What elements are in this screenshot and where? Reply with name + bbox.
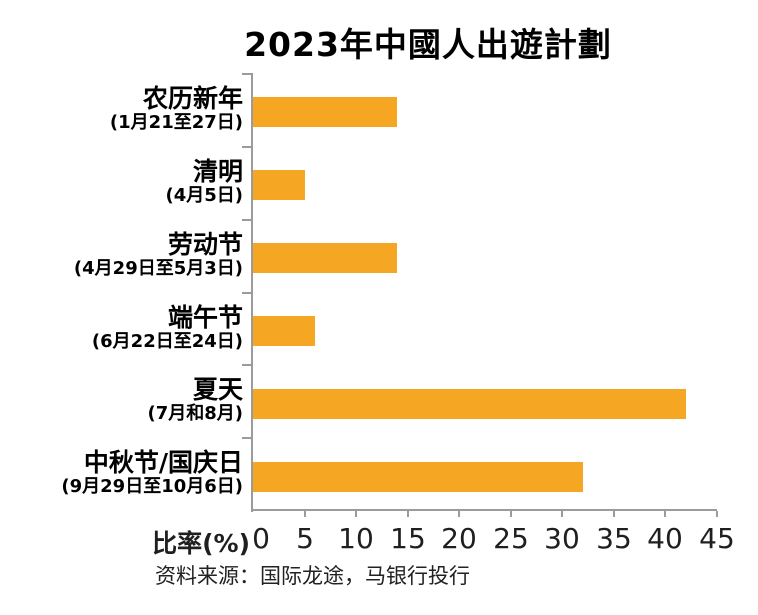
category-label-block: 农历新年 (1月21至27日) (110, 73, 243, 146)
category-sublabel: (1月21至27日) (109, 112, 243, 134)
x-axis-tick (716, 511, 718, 517)
x-axis-tick (407, 511, 409, 517)
bar (253, 243, 397, 273)
category-sublabel: (7月和8月) (147, 403, 243, 425)
y-axis-tick (242, 219, 251, 221)
x-tick-label: 30 (544, 522, 580, 555)
x-axis-tick (664, 511, 666, 517)
x-tick-label: 45 (699, 522, 735, 555)
category-sublabel: (4月5日) (165, 185, 243, 207)
category-label: 劳动节 (167, 229, 243, 259)
x-tick-label: 35 (596, 522, 632, 555)
y-axis-line (251, 73, 253, 512)
category-label: 农历新年 (142, 83, 243, 113)
category-label-block: 中秋节/国庆日 (9月29日至10月6日) (61, 437, 243, 510)
y-axis-tick (242, 146, 251, 148)
category-label-block: 端午节 (6月22日至24日) (92, 292, 243, 365)
y-axis-tick (242, 364, 251, 366)
chart-title: 2023年中國人出遊計劃 (244, 25, 612, 64)
y-axis-tick (242, 292, 251, 294)
x-tick-label: 5 (296, 522, 314, 555)
category-label: 中秋节/国庆日 (83, 447, 243, 477)
category-sublabel: (9月29日至10月6日) (61, 476, 243, 498)
category-label: 清明 (192, 156, 243, 186)
x-tick-label: 0 (252, 522, 270, 555)
bar (253, 462, 583, 492)
x-tick-label: 20 (441, 522, 477, 555)
x-axis-tick (561, 511, 563, 517)
category-label: 端午节 (167, 302, 243, 332)
category-sublabel: (6月22日至24日) (91, 331, 243, 353)
source-note: 资料来源：国际龙途，马银行投行 (155, 564, 470, 588)
x-axis-line (251, 509, 717, 511)
x-tick-label: 25 (493, 522, 529, 555)
x-axis-tick (458, 511, 460, 517)
x-axis-tick (510, 511, 512, 517)
category-label: 夏天 (192, 374, 243, 404)
category-sublabel: (4月29日至5月3日) (73, 258, 243, 280)
x-axis-tick (304, 511, 306, 517)
x-tick-label: 10 (338, 522, 374, 555)
bar (253, 170, 305, 200)
y-axis-tick (242, 437, 251, 439)
category-label-block: 夏天 (7月和8月) (147, 364, 243, 437)
bar (253, 316, 315, 346)
x-axis-unit-label: 比率(%) (152, 529, 250, 558)
bar (253, 389, 686, 419)
x-tick-label: 40 (647, 522, 683, 555)
x-tick-label: 15 (390, 522, 426, 555)
x-axis-tick (613, 511, 615, 517)
bar (253, 97, 397, 127)
category-label-block: 劳动节 (4月29日至5月3日) (74, 219, 243, 292)
x-axis-tick (355, 511, 357, 517)
category-label-block: 清明 (4月5日) (165, 146, 243, 219)
y-axis-tick (242, 73, 251, 75)
